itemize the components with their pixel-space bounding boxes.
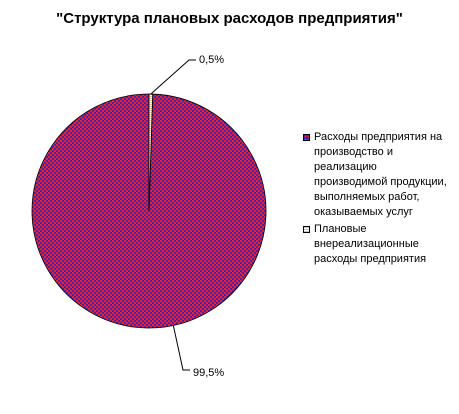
data-label-non-operating-expenses: 0,5% bbox=[199, 54, 224, 66]
legend-item-production-expenses: Расходы предприятия на производство и ре… bbox=[303, 130, 453, 220]
leader-line-production-expenses bbox=[172, 325, 190, 371]
legend-label-non-operating-expenses: Плановые внереализационные расходы предп… bbox=[314, 223, 427, 265]
legend-swatch-non-operating-expenses bbox=[303, 226, 310, 233]
legend-item-non-operating-expenses: Плановые внереализационные расходы предп… bbox=[303, 222, 453, 267]
legend-label-production-expenses: Расходы предприятия на производство и ре… bbox=[314, 131, 447, 218]
legend-swatch-production-expenses bbox=[303, 134, 310, 141]
chart-title: "Структура плановых расходов предприятия… bbox=[56, 10, 403, 27]
leader-line-non-operating-expenses bbox=[150, 59, 196, 95]
chart-legend: Расходы предприятия на производство и ре… bbox=[303, 130, 453, 269]
data-label-production-expenses: 99,5% bbox=[193, 367, 224, 379]
pie-slice-non-operating-expenses bbox=[148, 93, 154, 212]
